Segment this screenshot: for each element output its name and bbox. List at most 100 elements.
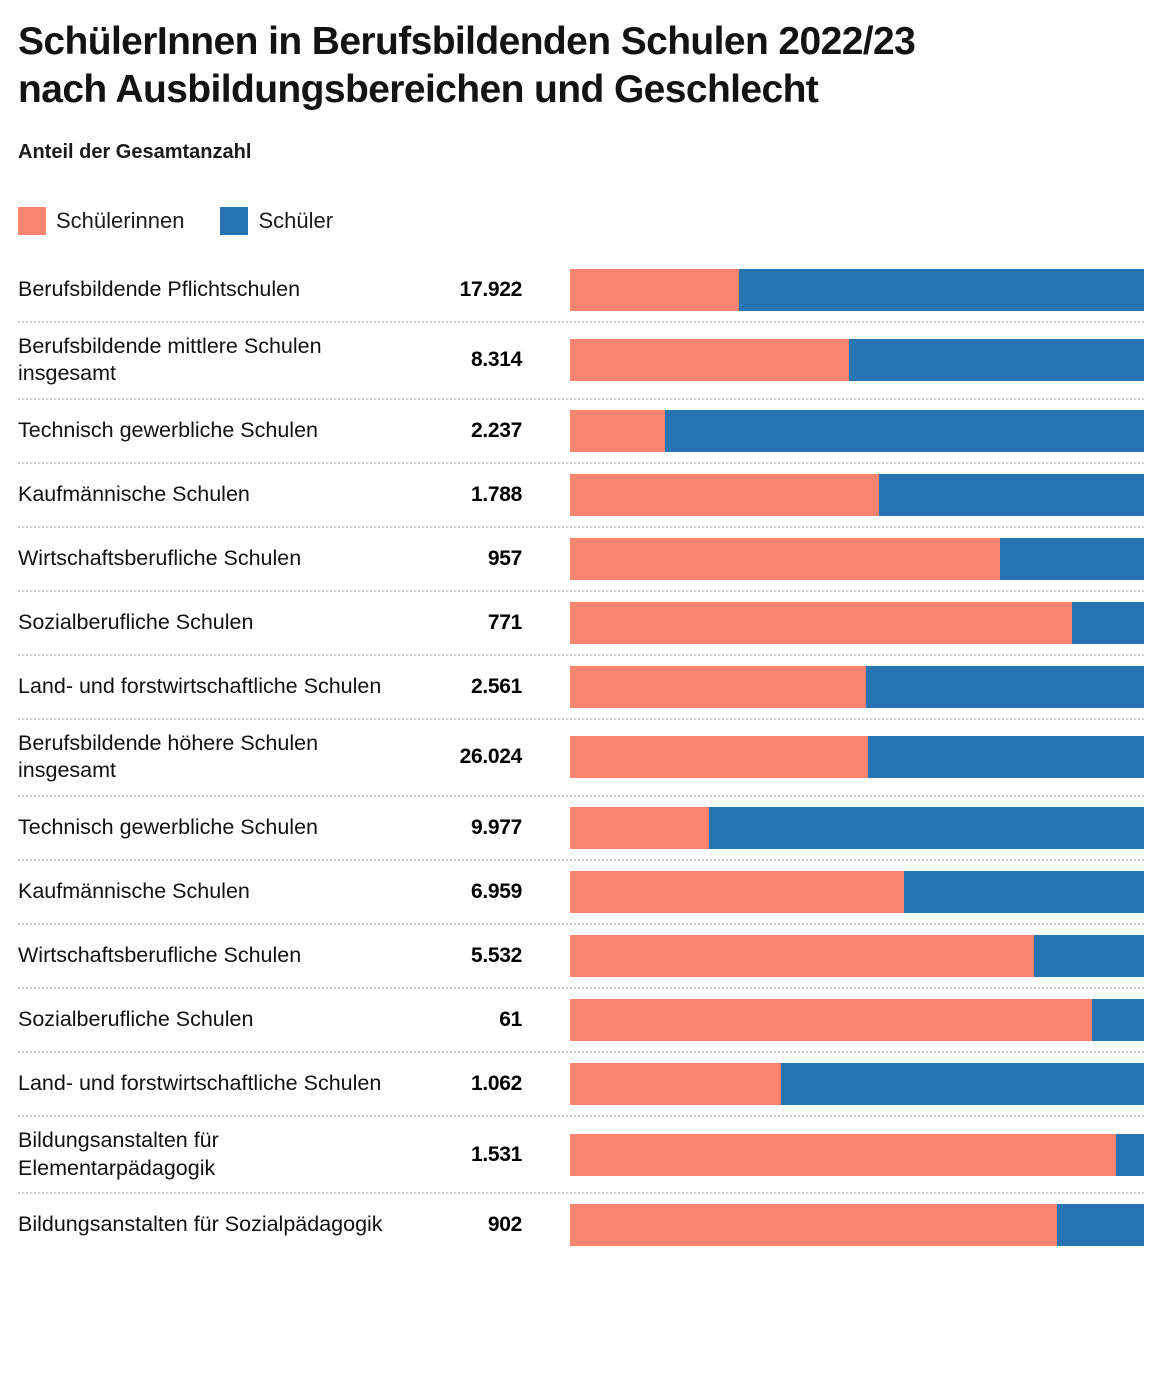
row-total-value: 1.531 xyxy=(470,1142,522,1166)
stacked-bar xyxy=(570,268,1144,311)
row-label: Sozialberufliche Schulen xyxy=(18,610,254,635)
bar-segment-schuelerinnen[interactable] xyxy=(570,339,849,382)
row-total-value: 2.561 xyxy=(470,674,522,698)
bar-segment-schueler[interactable] xyxy=(878,473,1144,516)
bar-segment-schuelerinnen[interactable] xyxy=(570,1133,1116,1176)
bar-segment-schueler[interactable] xyxy=(866,665,1144,708)
row-label: Land- und forstwirtschaftliche Schulen xyxy=(18,1071,382,1096)
bar-segment-schueler[interactable] xyxy=(848,339,1144,382)
bar-segment-schueler[interactable] xyxy=(904,871,1144,913)
bar-segment-schuelerinnen[interactable] xyxy=(570,268,739,311)
chart-subtitle: Anteil der Gesamtanzahl xyxy=(18,140,252,163)
table-row: Wirtschaftsberufliche Schulen 5.532 xyxy=(18,925,1144,989)
bar-segment-schueler[interactable] xyxy=(1071,601,1144,644)
row-label: Sozialberufliche Schulen xyxy=(18,1007,254,1032)
row-label: Berufsbildende höhere Schulen insgesamt xyxy=(18,730,319,783)
bar-segment-schuelerinnen[interactable] xyxy=(570,409,666,452)
row-label: Berufsbildende Pflichtschulen xyxy=(18,277,301,302)
row-total-value: 9.977 xyxy=(470,816,522,839)
row-total-value: 1.062 xyxy=(470,1072,522,1095)
row-total-value: 1.788 xyxy=(470,482,522,506)
row-total-value: 957 xyxy=(487,546,522,570)
stacked-bar xyxy=(570,339,1144,382)
stacked-bar xyxy=(570,935,1144,977)
bar-segment-schueler[interactable] xyxy=(1057,1204,1144,1247)
stacked-bar xyxy=(570,736,1144,779)
stacked-bar xyxy=(570,601,1144,644)
table-row: Bildungsanstalten für Sozialpädagogik 902 xyxy=(18,1194,1144,1256)
row-label: Bildungsanstalten für Sozialpädagogik xyxy=(18,1212,383,1237)
stacked-bar xyxy=(570,409,1144,452)
legend: Schülerinnen Schüler xyxy=(18,206,1144,235)
bar-segment-schuelerinnen[interactable] xyxy=(570,871,905,913)
bar-segment-schuelerinnen[interactable] xyxy=(570,736,868,779)
bar-segment-schuelerinnen[interactable] xyxy=(570,999,1093,1041)
chart-title: SchülerInnen in Berufsbildenden Schulen … xyxy=(18,20,916,111)
stacked-bar xyxy=(570,1133,1144,1176)
bar-segment-schueler[interactable] xyxy=(867,736,1144,779)
row-total-value: 902 xyxy=(487,1213,522,1237)
row-total-value: 17.922 xyxy=(459,277,523,301)
stacked-bar xyxy=(570,473,1144,516)
row-label: Technisch gewerbliche Schulen xyxy=(18,815,318,840)
row-total-value: 5.532 xyxy=(470,944,522,967)
table-row: Berufsbildende höhere Schulen insgesamt 2… xyxy=(18,720,1144,797)
table-row: Technisch gewerbliche Schulen 9.977 xyxy=(18,797,1144,861)
stacked-bar xyxy=(570,537,1144,580)
row-total-value: 8.314 xyxy=(470,348,522,372)
stacked-bar xyxy=(570,1063,1144,1105)
table-row: Sozialberufliche Schulen 771 xyxy=(18,592,1144,656)
table-row: Berufsbildende mittlere Schulen insgesam… xyxy=(18,323,1144,400)
legend-label-schueler: Schüler xyxy=(258,207,334,233)
bar-segment-schueler[interactable] xyxy=(1092,999,1144,1041)
row-label: Kaufmännische Schulen xyxy=(18,482,250,507)
bar-segment-schuelerinnen[interactable] xyxy=(570,935,1035,977)
stacked-bar xyxy=(570,1204,1144,1247)
table-row: Wirtschaftsberufliche Schulen 957 xyxy=(18,528,1144,592)
row-label: Wirtschaftsberufliche Schulen xyxy=(18,943,302,968)
bar-segment-schueler[interactable] xyxy=(1034,935,1144,977)
bar-segment-schueler[interactable] xyxy=(999,537,1144,580)
row-total-value: 26.024 xyxy=(459,745,523,769)
legend-item-schuelerinnen: Schülerinnen xyxy=(18,206,185,235)
table-row: Kaufmännische Schulen 1.788 xyxy=(18,464,1144,528)
row-total-value: 61 xyxy=(499,1008,522,1031)
row-label: Technisch gewerbliche Schulen xyxy=(18,418,318,443)
row-label: Berufsbildende mittlere Schulen insgesam… xyxy=(18,333,322,386)
bar-segment-schuelerinnen[interactable] xyxy=(570,1204,1058,1247)
legend-item-schueler: Schüler xyxy=(220,206,334,235)
table-row: Kaufmännische Schulen 6.959 xyxy=(18,861,1144,925)
stacked-bar xyxy=(570,807,1144,849)
bar-segment-schuelerinnen[interactable] xyxy=(570,665,867,708)
bar-segment-schueler[interactable] xyxy=(1115,1133,1144,1176)
row-total-value: 2.237 xyxy=(470,418,522,442)
bar-segment-schueler[interactable] xyxy=(738,268,1144,311)
bar-segment-schuelerinnen[interactable] xyxy=(570,807,709,849)
legend-swatch-male-icon xyxy=(220,206,249,235)
table-row: Bildungsanstalten für Elementarpädagogik… xyxy=(18,1117,1144,1195)
stacked-bar xyxy=(570,999,1144,1041)
table-row: Sozialberufliche Schulen 61 xyxy=(18,989,1144,1053)
legend-label-schuelerinnen: Schülerinnen xyxy=(56,207,185,233)
legend-swatch-female-icon xyxy=(18,206,46,235)
bar-segment-schueler[interactable] xyxy=(708,807,1144,849)
table-row: Technisch gewerbliche Schulen 2.237 xyxy=(18,400,1144,464)
table-row: Land- und forstwirtschaftliche Schulen 2.… xyxy=(18,656,1144,720)
bar-segment-schuelerinnen[interactable] xyxy=(570,537,1000,580)
bar-segment-schuelerinnen[interactable] xyxy=(570,473,879,516)
bar-segment-schueler[interactable] xyxy=(665,409,1144,452)
row-label: Land- und forstwirtschaftliche Schulen xyxy=(18,674,382,699)
row-total-value: 771 xyxy=(487,610,522,634)
table-row: Land- und forstwirtschaftliche Schulen 1.… xyxy=(18,1053,1144,1117)
table-row: Berufsbildende Pflichtschulen 17.922 xyxy=(18,259,1144,323)
bar-segment-schuelerinnen[interactable] xyxy=(570,601,1072,644)
stacked-bar xyxy=(570,871,1144,913)
row-label: Wirtschaftsberufliche Schulen xyxy=(18,546,302,571)
bar-segment-schueler[interactable] xyxy=(780,1063,1144,1105)
stacked-bar xyxy=(570,665,1144,708)
row-total-value: 6.959 xyxy=(470,880,522,903)
bar-rows: Berufsbildende Pflichtschulen 17.922 Beruf… xyxy=(18,259,1144,1256)
row-label: Bildungsanstalten für Elementarpädagogik xyxy=(18,1128,219,1180)
bar-segment-schuelerinnen[interactable] xyxy=(570,1063,781,1105)
